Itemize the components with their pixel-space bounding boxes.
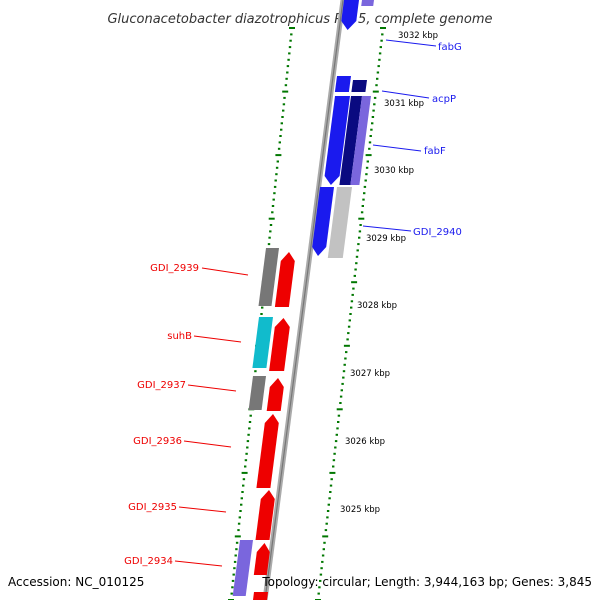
gene-label[interactable]: GDI_2935	[128, 502, 177, 513]
gene-GDI_2937-feature[interactable]	[266, 378, 284, 411]
gene-feature-dark-2[interactable]	[339, 96, 362, 185]
gene-features	[232, 0, 374, 600]
gene-GDI_2934-feature[interactable]	[253, 543, 270, 575]
gene-feature-dark-1[interactable]	[351, 80, 367, 92]
leader-line	[174, 560, 223, 567]
gene-label[interactable]: suhB	[167, 331, 192, 342]
leader-line	[187, 384, 237, 392]
accession-text: Accession: NC_010125	[8, 575, 144, 589]
kbp-label: 3031 kbp	[384, 99, 424, 109]
gene-label[interactable]: GDI_2936	[133, 436, 182, 447]
gene-suhB-feature[interactable]	[269, 318, 290, 371]
leader-line	[372, 144, 422, 152]
gene-labels: fabG acpP fabF GDI_2940 GDI_2939 suhB GDI_2937…	[124, 39, 462, 567]
gene-GDI_2940-feature[interactable]	[312, 187, 334, 256]
gene-grey-feature-2[interactable]	[248, 376, 266, 410]
gene-fabG-feature[interactable]	[341, 0, 359, 30]
gene-label[interactable]: GDI_2937	[137, 380, 186, 391]
backbone	[262, 0, 346, 600]
kbp-scale: 3032 kbp 3031 kbp 3030 kbp 3029 kbp 3028 kbp…	[340, 31, 438, 515]
kbp-label: 3029 kbp	[366, 234, 406, 244]
leader-line	[183, 440, 232, 448]
gene-fabF-feature[interactable]	[324, 96, 350, 185]
gene-purple-feature[interactable]	[232, 540, 253, 596]
gene-label[interactable]: GDI_2934	[124, 556, 173, 567]
gene-GDI_2936-feature[interactable]	[256, 414, 279, 488]
gene-acpP-feature[interactable]	[334, 76, 351, 92]
outer-tick-ring	[315, 27, 386, 600]
gene-adjacent-feature[interactable]	[361, 0, 374, 6]
leader-line	[178, 506, 227, 513]
kbp-label: 3032 kbp	[398, 31, 438, 41]
gene-grey-feature-1[interactable]	[258, 248, 280, 306]
gene-feature-light[interactable]	[350, 96, 371, 185]
kbp-label: 3028 kbp	[357, 301, 397, 311]
gene-label[interactable]: fabF	[424, 146, 446, 157]
gene-forward-cutoff[interactable]	[253, 592, 268, 600]
kbp-label: 3025 kbp	[340, 505, 380, 515]
gene-cyan-feature[interactable]	[252, 317, 273, 368]
gene-grey-feature[interactable]	[327, 187, 352, 258]
kbp-label: 3030 kbp	[374, 166, 414, 176]
leader-line	[201, 267, 249, 276]
gene-GDI_2939-feature[interactable]	[274, 252, 295, 307]
leader-line	[362, 225, 412, 232]
gene-GDI_2935-feature[interactable]	[255, 490, 275, 540]
kbp-label: 3027 kbp	[350, 369, 390, 379]
genome-summary-text: Topology: circular; Length: 3,944,163 bp…	[261, 575, 592, 589]
leader-line	[385, 39, 437, 47]
gene-label[interactable]: fabG	[438, 42, 462, 53]
leader-line	[193, 335, 242, 343]
gene-label[interactable]: GDI_2939	[150, 263, 199, 274]
leader-line	[381, 90, 430, 99]
kbp-label: 3026 kbp	[345, 437, 385, 447]
gene-label[interactable]: acpP	[432, 94, 456, 105]
gene-label[interactable]: GDI_2940	[413, 227, 462, 238]
tick-rings	[228, 27, 386, 600]
genome-title: Gluconacetobacter diazotrophicus PAl 5, …	[107, 12, 492, 27]
